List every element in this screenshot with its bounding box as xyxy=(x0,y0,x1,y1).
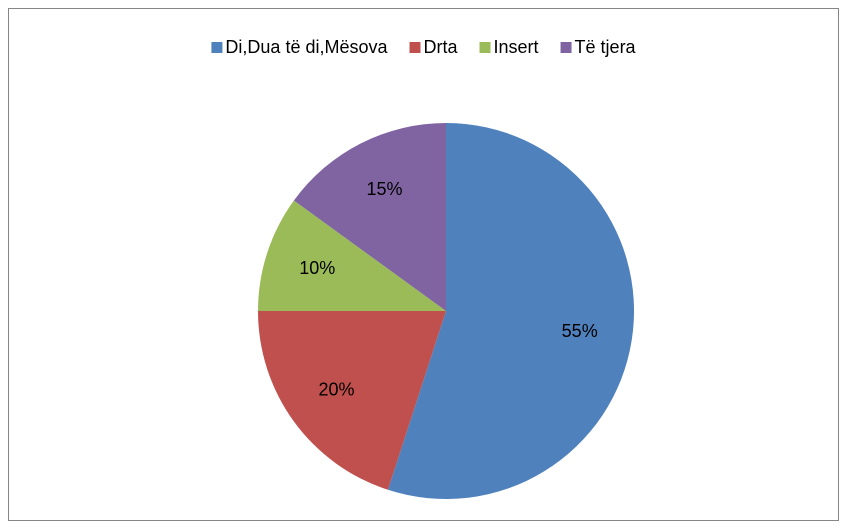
data-label: 10% xyxy=(299,258,335,278)
pie-slice xyxy=(258,311,446,490)
legend-label: Drta xyxy=(424,37,459,57)
legend-swatch xyxy=(409,42,421,53)
data-label: 55% xyxy=(562,321,598,341)
legend-label: Insert xyxy=(494,37,539,57)
legend: Di,Dua të di,Mësova Drta Insert Të tjera xyxy=(211,37,637,57)
legend-swatch xyxy=(211,42,223,53)
data-label: 20% xyxy=(318,379,354,399)
pie-slice xyxy=(387,123,635,500)
legend-swatch xyxy=(479,42,491,53)
pie-slice xyxy=(293,123,446,311)
legend-label: Di,Dua të di,Mësova xyxy=(225,37,388,57)
legend-label: Të tjera xyxy=(575,37,637,57)
pie-slice xyxy=(258,200,446,311)
data-label: 15% xyxy=(367,179,403,199)
legend-swatch xyxy=(560,42,572,53)
